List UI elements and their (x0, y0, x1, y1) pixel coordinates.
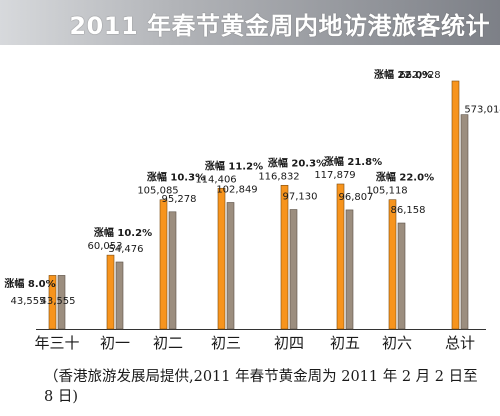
growth-annotation-1: 涨幅 10.2% (94, 226, 152, 239)
value-label-2010-4: 97,130 (283, 192, 318, 203)
x-tick-label-1: 初一 (100, 334, 130, 352)
bar-2011-0 (48, 275, 57, 330)
x-tick-label-5: 初五 (330, 334, 360, 352)
bar-2011-5 (336, 183, 345, 330)
growth-annotation-3: 涨幅 11.2% (205, 159, 263, 172)
bar-2010-5 (345, 209, 354, 330)
value-label-2011-4: 116,832 (258, 171, 299, 182)
bar-2010-4 (289, 209, 298, 330)
growth-annotation-4: 涨幅 20.3% (268, 156, 326, 169)
value-label-2010-2: 95,278 (162, 194, 197, 205)
bar-2010-1 (115, 261, 124, 330)
value-label-2011-0: 43,555 (11, 296, 46, 307)
value-label-2010-6: 86,158 (391, 205, 426, 216)
value-label-2011-3: 114,406 (195, 174, 236, 185)
growth-annotation-7: 涨幅 22.0% (374, 68, 432, 81)
growth-annotation-5: 涨幅 21.8% (324, 155, 382, 168)
x-tick-label-7: 总计 (445, 334, 475, 352)
growth-annotation-6: 涨幅 22.0% (376, 171, 434, 184)
source-note: （香港旅游发展局提供,2011 年春节黄金周为 2011 年 2 月 2 日至 … (44, 369, 478, 405)
title-bar: 2011 年春节黄金周内地访港旅客统计 (0, 0, 500, 45)
bar-2010-6 (397, 222, 406, 330)
bar-2011-3 (217, 187, 226, 330)
value-label-2010-1: 54,476 (109, 244, 144, 255)
bar-2011-7 (451, 80, 460, 330)
value-label-2011-7: 662,928 (399, 70, 440, 81)
x-tick-label-4: 初四 (274, 334, 304, 352)
bar-2011-4 (280, 184, 289, 330)
x-tick-label-6: 初六 (382, 334, 412, 352)
value-label-2011-2: 105,085 (137, 186, 178, 197)
value-label-2010-0: 43,555 (41, 296, 76, 307)
value-label-2011-5: 117,879 (314, 170, 355, 181)
x-tick-label-0: 年三十 (34, 334, 79, 352)
x-tick-label-3: 初三 (211, 334, 241, 352)
bar-2011-6 (388, 199, 397, 330)
growth-annotation-0: 涨幅 8.0% (4, 277, 55, 290)
chart-title: 2011 年春节黄金周内地访港旅客统计 (69, 12, 490, 40)
value-label-2010-5: 96,807 (339, 192, 374, 203)
bar-2010-0 (57, 275, 66, 330)
bar-2011-1 (106, 254, 115, 330)
value-label-2011-1: 60,053 (88, 241, 123, 252)
growth-annotation-2: 涨幅 10.3% (147, 171, 205, 184)
value-label-2010-7: 573,014 (464, 105, 500, 116)
x-tick-label-2: 初二 (153, 334, 183, 352)
bar-2010-2 (168, 211, 177, 330)
bar-2010-3 (226, 202, 235, 330)
bar-2011-2 (159, 199, 168, 330)
bar-2010-7 (460, 114, 469, 330)
value-label-2010-3: 102,849 (216, 184, 257, 195)
value-label-2011-6: 105,118 (366, 186, 407, 197)
